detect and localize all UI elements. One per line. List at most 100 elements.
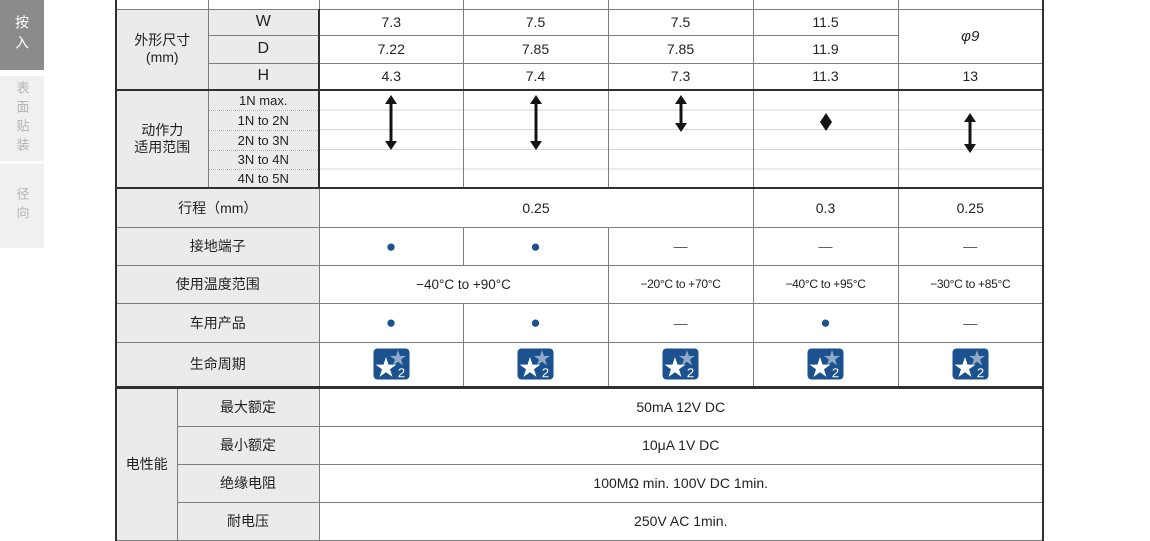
travel-value: 0.25	[897, 187, 1044, 228]
svg-text:2: 2	[687, 365, 695, 381]
dim-value: 7.3	[607, 62, 754, 91]
dim-value: 7.85	[462, 34, 609, 64]
travel-label: 行程（mm）	[115, 187, 320, 228]
svg-text:2: 2	[397, 365, 405, 381]
force-range-label: 4N to 5N	[207, 168, 320, 189]
table-row-travel: 行程（mm） 0.25 0.3 0.25	[115, 187, 1044, 228]
insulation-resistance-value: 100MΩ min. 100V DC 1min.	[318, 463, 1044, 503]
label-text: (mm)	[145, 49, 179, 66]
travel-value: 0.3	[752, 187, 899, 228]
table-row-dimensions-h: H 4.3 7.4 7.3 11.3 13	[116, 62, 1044, 91]
table-cell	[462, 0, 609, 10]
dim-value: 7.22	[318, 34, 464, 64]
cell-yes: ●	[462, 226, 609, 266]
dim-value: 7.5	[607, 8, 754, 36]
dim-value: 13	[897, 62, 1044, 91]
table-cell	[207, 0, 320, 10]
circle-filled-icon: ●	[530, 313, 541, 332]
table-row-dimensions-d: D 7.22 7.85 7.85 11.9	[116, 34, 1043, 64]
temperature-label: 使用温度范围	[115, 264, 320, 304]
life-cycle-badge-icon: 2	[952, 348, 989, 380]
dim-row-label-d: D	[207, 34, 320, 64]
cell-no: —	[752, 226, 899, 266]
force-cell-col5	[897, 89, 1044, 189]
life-cycle-badge-icon: 2	[517, 348, 554, 380]
force-range-label: 1N to 2N	[207, 109, 320, 130]
dim-value: 7.85	[607, 34, 754, 64]
force-cell-col3	[607, 89, 754, 189]
electrical-group-label: 电性能	[115, 387, 178, 541]
spec-table: 外形尺寸 (mm) W 7.3 7.5 7.5 11.5 φ9 D 7.22 7…	[115, 0, 1044, 541]
cell-yes: ●	[462, 302, 609, 343]
table-row-life-cycle: 生命周期 2 2 2 2 2	[115, 341, 1044, 388]
table-cell	[897, 0, 1044, 10]
table-row-min-rating: 最小额定 10μA 1V DC	[116, 425, 1044, 465]
force-cell-col2	[462, 89, 609, 189]
life-cycle-badge-icon: 2	[662, 348, 699, 380]
force-range-label: 2N to 3N	[207, 129, 320, 150]
svg-text:2: 2	[976, 365, 984, 381]
table-row-force-2: 1N to 2N	[116, 109, 1043, 130]
dimensions-group-label: 外形尺寸 (mm)	[115, 8, 209, 91]
dim-value: 7.5	[462, 8, 609, 36]
dim-value: 7.4	[462, 62, 609, 91]
table-row-automotive: 车用产品 ● ● — ● —	[115, 302, 1044, 343]
dim-row-label-w: W	[207, 8, 320, 36]
sidebar-tab-push[interactable]: 按入	[0, 0, 44, 70]
table-cell	[318, 0, 464, 10]
cell-no: —	[607, 226, 754, 266]
svg-text:2: 2	[832, 365, 840, 381]
table-row-ground-terminal: 接地端子 ● ● — — —	[115, 226, 1044, 266]
automotive-label: 车用产品	[115, 302, 320, 343]
spec-table-main: 外形尺寸 (mm) W 7.3 7.5 7.5 11.5 φ9 D 7.22 7…	[115, 0, 1044, 388]
dim-value: 4.3	[318, 62, 464, 91]
life-cycle-badge-icon: 2	[373, 348, 409, 381]
min-rating-label: 最小额定	[176, 425, 320, 465]
dash-icon: —	[963, 314, 978, 331]
dim-value: 11.5	[752, 8, 899, 36]
table-row	[115, 0, 1044, 10]
table-cell	[115, 0, 209, 10]
force-group-label: 动作力 适用范围	[115, 89, 209, 189]
cell-yes: ●	[318, 226, 464, 266]
life-cycle-label: 生命周期	[115, 341, 320, 388]
table-row-temperature: 使用温度范围 −40°C to +90°C −20°C to +70°C −40…	[115, 264, 1044, 304]
table-row-force-4: 3N to 4N	[116, 149, 1043, 169]
dash-icon: —	[963, 238, 978, 254]
table-row-force-3: 2N to 3N	[116, 129, 1043, 150]
insulation-resistance-label: 绝缘电阻	[176, 463, 320, 503]
table-row-withstand-voltage: 耐电压 250V AC 1min.	[116, 501, 1044, 541]
sidebar-tab-surface-mount[interactable]: 表面贴装	[0, 76, 44, 161]
force-range-arrow-icon	[963, 113, 977, 153]
force-range-label: 1N max.	[207, 89, 320, 110]
table-row-force-5: 4N to 5N	[116, 168, 1043, 189]
life-cycle-cell: 2	[897, 341, 1044, 388]
force-cell-col1	[318, 89, 464, 189]
ground-terminal-label: 接地端子	[115, 226, 320, 266]
cell-no: —	[897, 302, 1044, 343]
table-row-force-1: 动作力 适用范围 1N max.	[115, 89, 1044, 189]
svg-text:2: 2	[542, 365, 550, 381]
temperature-value-merged: −40°C to +90°C	[318, 264, 609, 304]
withstand-voltage-value: 250V AC 1min.	[318, 501, 1044, 541]
life-cycle-cell: 2	[752, 341, 899, 388]
circle-filled-icon: ●	[820, 313, 831, 332]
force-range-arrow-icon	[674, 95, 688, 132]
force-range-arrow-icon	[819, 113, 833, 131]
force-cell-col4	[752, 89, 899, 189]
table-row-insulation-resistance: 绝缘电阻 100MΩ min. 100V DC 1min.	[116, 463, 1044, 503]
circle-filled-icon: ●	[385, 313, 397, 332]
dim-value-diameter: φ9	[897, 8, 1044, 64]
dim-row-label-h: H	[207, 62, 320, 91]
cell-no: —	[897, 226, 1044, 266]
sidebar-tab-radial[interactable]: 径向	[0, 164, 44, 248]
table-row-dimensions-w: 外形尺寸 (mm) W 7.3 7.5 7.5 11.5 φ9	[115, 8, 1044, 91]
dim-value: 7.3	[318, 8, 464, 36]
travel-value-merged: 0.25	[318, 187, 754, 228]
life-cycle-badge-icon: 2	[807, 348, 844, 380]
force-range-arrow-icon	[384, 95, 398, 150]
force-range-label: 3N to 4N	[207, 149, 320, 169]
life-cycle-cell: 2	[462, 341, 609, 388]
dash-icon: —	[673, 238, 688, 254]
force-range-arrow-icon	[529, 95, 543, 150]
